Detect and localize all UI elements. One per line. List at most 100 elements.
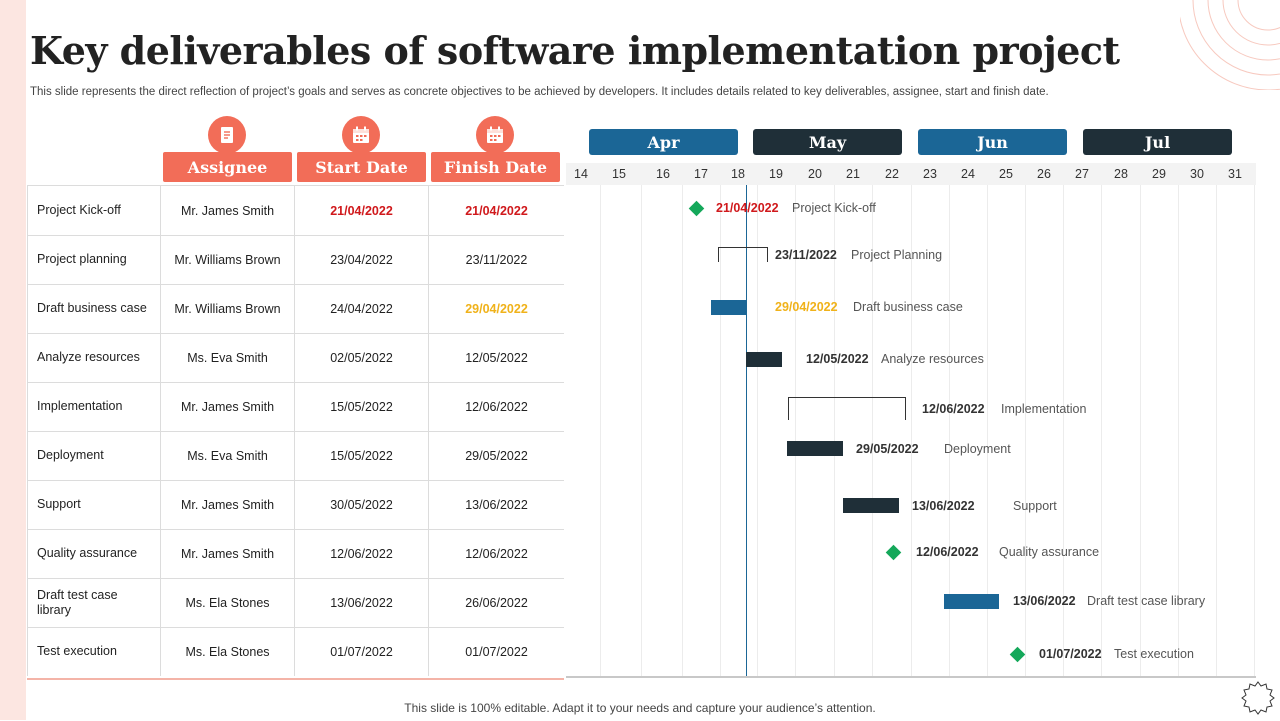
- gridline: [757, 185, 758, 677]
- finish-date-cell: 01/07/2022: [465, 644, 528, 659]
- slide-title: Key deliverables of software implementat…: [30, 28, 1120, 73]
- start-date-cell: 01/07/2022: [295, 627, 429, 676]
- table-row: Analyze resources Ms. Eva Smith 02/05/20…: [27, 333, 564, 383]
- day-label: 31: [1228, 167, 1242, 181]
- gantt-label: Project Planning: [851, 248, 943, 262]
- finish-date-cell: 12/06/2022: [465, 546, 528, 561]
- decorative-circles: [1180, 0, 1280, 90]
- assignee-cell: Ms. Eva Smith: [161, 333, 295, 382]
- task-cell: Quality assurance: [27, 529, 161, 578]
- gantt-label: Test execution: [1114, 647, 1194, 661]
- gridline: [872, 185, 873, 677]
- assignee-cell: Ms. Ela Stones: [161, 578, 295, 627]
- gantt-date: 13/06/2022: [912, 499, 975, 513]
- task-bar: [711, 300, 746, 315]
- start-date-cell: 15/05/2022: [295, 382, 429, 431]
- task-cell: Draft test case library: [27, 578, 161, 627]
- day-label: 24: [961, 167, 975, 181]
- gridline: [911, 185, 912, 677]
- day-label: 19: [769, 167, 783, 181]
- gantt-date: 13/06/2022: [1013, 594, 1076, 608]
- day-label: 18: [731, 167, 745, 181]
- day-label: 26: [1037, 167, 1051, 181]
- deliverables-table: Project Kick-off Mr. James Smith 21/04/2…: [27, 185, 564, 680]
- start-date-cell: 30/05/2022: [295, 480, 429, 529]
- day-label: 17: [694, 167, 708, 181]
- day-label: 20: [808, 167, 822, 181]
- gridline: [834, 185, 835, 677]
- month-jun: Jun: [918, 129, 1067, 155]
- task-bar: [746, 352, 782, 367]
- finish-date-cell: 21/04/2022: [465, 203, 528, 218]
- gridline: [1063, 185, 1064, 677]
- start-date-cell: 21/04/2022: [295, 186, 429, 235]
- gantt-date: 01/07/2022: [1039, 647, 1102, 661]
- left-accent-strip: [0, 0, 26, 720]
- gantt-label: Draft business case: [853, 300, 963, 314]
- gridline: [1025, 185, 1026, 677]
- finish-date-cell: 23/11/2022: [465, 252, 528, 267]
- gantt-date: 12/06/2022: [922, 402, 985, 416]
- assignee-cell: Mr. James Smith: [161, 529, 295, 578]
- gantt-label: Support: [1013, 499, 1057, 513]
- task-bar: [787, 441, 843, 456]
- gantt-date: 23/11/2022: [775, 248, 837, 262]
- gantt-label: Draft test case library: [1087, 594, 1206, 608]
- day-label: 28: [1114, 167, 1128, 181]
- gridline: [1101, 185, 1102, 677]
- gridline: [1216, 185, 1217, 677]
- table-row: Quality assurance Mr. James Smith 12/06/…: [27, 529, 564, 579]
- gridline: [949, 185, 950, 677]
- table-row: Test execution Ms. Ela Stones 01/07/2022…: [27, 627, 564, 676]
- day-label: 22: [885, 167, 899, 181]
- start-date-cell: 13/06/2022: [295, 578, 429, 627]
- summary-bracket: [718, 247, 768, 262]
- table-row: Implementation Mr. James Smith 15/05/202…: [27, 382, 564, 432]
- start-date-cell: 15/05/2022: [295, 431, 429, 480]
- header-start-date: Start Date: [297, 152, 426, 182]
- gantt-label: Analyze resources: [881, 352, 984, 366]
- header-assignee: Assignee: [163, 152, 292, 182]
- gantt-label: Project Kick-off: [792, 201, 876, 215]
- gantt-date: 29/04/2022: [775, 300, 838, 314]
- day-label: 23: [923, 167, 937, 181]
- assignee-cell: Ms. Eva Smith: [161, 431, 295, 480]
- assignee-cell: Mr. James Smith: [161, 480, 295, 529]
- day-label: 25: [999, 167, 1013, 181]
- milestone-diamond: [1009, 646, 1026, 663]
- gridline: [600, 185, 601, 677]
- header-finish-date: Finish Date: [431, 152, 560, 182]
- task-cell: Analyze resources: [27, 333, 161, 382]
- person-document-icon: [208, 116, 246, 154]
- assignee-cell: Mr. James Smith: [161, 186, 295, 235]
- finish-date-cell: 29/04/2022: [465, 301, 528, 316]
- finish-date-cell: 12/05/2022: [465, 350, 528, 365]
- milestone-diamond: [885, 544, 902, 561]
- finish-date-cell: 12/06/2022: [465, 399, 528, 414]
- start-date-cell: 23/04/2022: [295, 235, 429, 284]
- task-cell: Project planning: [27, 235, 161, 284]
- gantt-date: 12/05/2022: [806, 352, 869, 366]
- day-label: 14: [574, 167, 588, 181]
- task-cell: Support: [27, 480, 161, 529]
- task-bar: [843, 498, 899, 513]
- task-cell: Test execution: [27, 627, 161, 676]
- gridline: [641, 185, 642, 677]
- start-date-cell: 02/05/2022: [295, 333, 429, 382]
- assignee-cell: Ms. Ela Stones: [161, 627, 295, 676]
- table-row: Project Kick-off Mr. James Smith 21/04/2…: [27, 186, 564, 236]
- start-date-cell: 12/06/2022: [295, 529, 429, 578]
- assignee-cell: Mr. James Smith: [161, 382, 295, 431]
- month-jul: Jul: [1083, 129, 1232, 155]
- gear-icon: [1240, 680, 1276, 716]
- gantt-baseline: [566, 676, 1256, 678]
- day-label: 15: [612, 167, 626, 181]
- gantt-label: Quality assurance: [999, 545, 1100, 559]
- day-label: 16: [656, 167, 670, 181]
- month-apr: Apr: [589, 129, 738, 155]
- gridline: [682, 185, 683, 677]
- gridline: [987, 185, 988, 677]
- gridline: [1140, 185, 1141, 677]
- gridline: [1178, 185, 1179, 677]
- slide-subtitle: This slide represents the direct reflect…: [30, 86, 1049, 98]
